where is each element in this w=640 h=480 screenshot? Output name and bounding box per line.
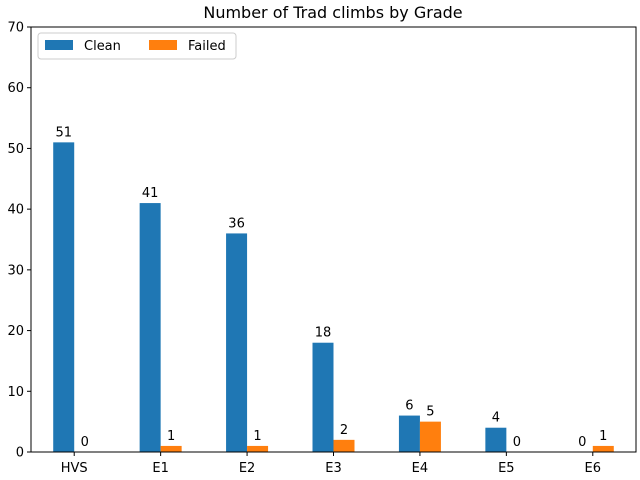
bar-failed [419, 421, 441, 452]
x-tick-label: E5 [498, 461, 515, 476]
legend: Clean Failed [37, 32, 237, 60]
bar-failed [333, 439, 355, 452]
y-tick-label: 60 [7, 81, 24, 96]
bar-failed [247, 445, 269, 452]
data-label-failed: 1 [253, 429, 261, 444]
data-label-clean: 6 [405, 399, 413, 414]
data-label-failed: 2 [340, 423, 348, 438]
data-label-failed: 0 [513, 435, 521, 450]
bar-failed [592, 445, 614, 452]
data-label-failed: 5 [426, 405, 434, 420]
data-label-clean: 41 [142, 186, 159, 201]
y-tick-label: 70 [7, 21, 24, 36]
legend-label-clean: Clean [84, 39, 121, 54]
y-tick-label: 30 [7, 263, 24, 278]
bars-group [53, 142, 614, 452]
data-label-clean: 36 [228, 216, 245, 231]
y-tick-label: 10 [7, 385, 24, 400]
data-label-failed: 0 [81, 435, 89, 450]
legend-label-failed: Failed [188, 39, 226, 54]
data-label-clean: 51 [55, 125, 72, 140]
bar-clean [312, 342, 334, 452]
x-tick-label: HVS [61, 461, 88, 476]
bar-clean [53, 142, 75, 452]
data-label-clean: 18 [315, 326, 332, 341]
y-tick-label: 50 [7, 142, 24, 157]
bar-clean [139, 203, 161, 452]
y-axis: 0 10 20 30 40 50 60 70 [7, 21, 31, 461]
data-label-failed: 1 [599, 429, 607, 444]
bar-clean [226, 233, 248, 452]
x-axis: HVS E1 E2 E3 E4 E5 E6 [61, 452, 601, 476]
data-label-failed: 1 [167, 429, 175, 444]
bar-clean [398, 415, 420, 452]
x-tick-label: E1 [152, 461, 169, 476]
legend-box [37, 32, 237, 60]
data-label-clean: 4 [492, 411, 500, 426]
x-tick-label: E4 [412, 461, 429, 476]
plot-frame [30, 26, 637, 453]
legend-swatch-clean [45, 40, 73, 50]
data-label-clean: 0 [578, 435, 586, 450]
x-tick-label: E6 [585, 461, 602, 476]
x-tick-label: E3 [325, 461, 342, 476]
bar-clean [485, 427, 507, 452]
legend-swatch-failed [149, 40, 177, 50]
x-tick-label: E2 [239, 461, 256, 476]
y-tick-label: 20 [7, 324, 24, 339]
y-tick-label: 40 [7, 203, 24, 218]
chart-title: Number of Trad climbs by Grade [203, 3, 462, 22]
y-tick-label: 0 [16, 446, 24, 461]
bar-failed [160, 445, 182, 452]
